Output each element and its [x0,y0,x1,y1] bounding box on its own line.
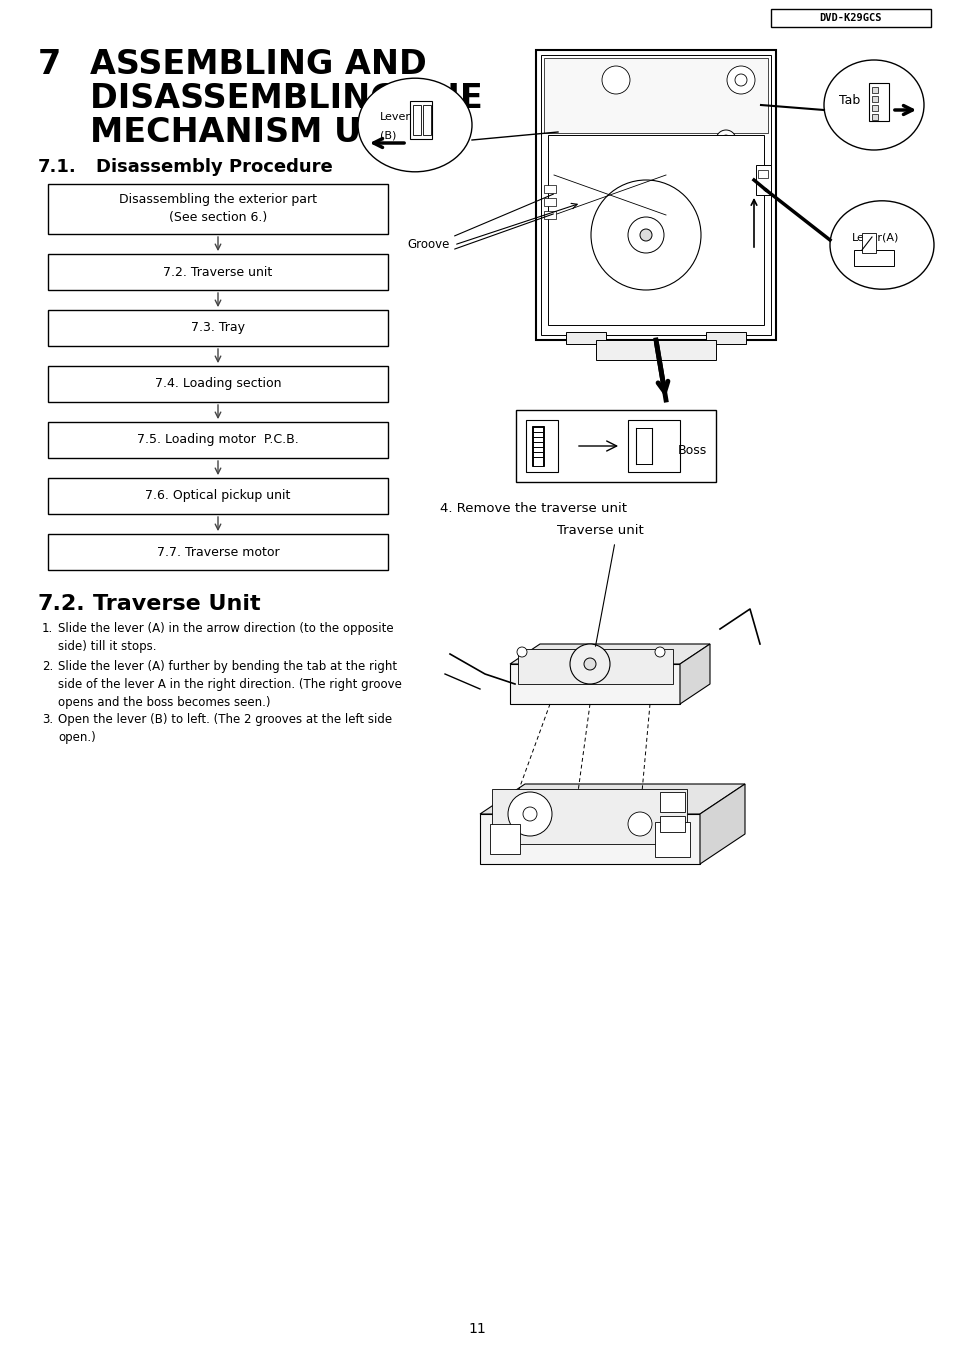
Text: 2.: 2. [42,661,53,673]
Bar [596,340,716,359]
Text: 3.: 3. [42,713,53,725]
Bar [871,96,877,101]
Text: Disassembly Procedure: Disassembly Procedure [96,158,333,176]
Bar [48,366,388,403]
Bar [627,420,679,471]
Bar [871,113,877,120]
Bar [48,184,388,234]
Circle shape [517,647,526,657]
Bar [517,648,672,684]
Text: DISASSEMBLING THE: DISASSEMBLING THE [90,82,482,115]
Bar [525,420,558,471]
Text: Traverse Unit: Traverse Unit [92,594,260,613]
Ellipse shape [829,201,933,289]
Bar [543,211,556,219]
Text: ASSEMBLING AND: ASSEMBLING AND [90,49,426,81]
Circle shape [639,230,651,240]
Bar [540,55,770,335]
Bar [565,332,605,345]
Bar [410,101,432,139]
Ellipse shape [823,59,923,150]
Circle shape [590,180,700,290]
Text: (B): (B) [379,130,395,141]
Text: 7.6. Optical pickup unit: 7.6. Optical pickup unit [145,489,291,503]
Circle shape [627,812,651,836]
Text: Lever(A): Lever(A) [851,232,899,242]
Polygon shape [679,644,709,704]
Bar [862,232,875,253]
Circle shape [726,66,754,95]
Polygon shape [510,663,679,704]
Bar [868,82,888,122]
Text: Groove: Groove [407,239,450,251]
Bar [758,170,767,178]
Circle shape [720,135,730,145]
Text: 1.: 1. [42,621,53,635]
Text: 7.5. Loading motor  P.C.B.: 7.5. Loading motor P.C.B. [137,434,298,446]
Circle shape [734,74,746,86]
Circle shape [522,807,537,821]
Bar [536,50,775,340]
Polygon shape [479,815,700,865]
Text: 7.2. Traverse unit: 7.2. Traverse unit [163,266,273,278]
Text: 7.1.: 7.1. [38,158,76,176]
Bar [48,478,388,513]
Bar [659,792,684,812]
Circle shape [583,658,596,670]
Circle shape [569,644,609,684]
Circle shape [716,130,735,150]
Text: 11: 11 [468,1323,485,1336]
Text: 4. Remove the traverse unit: 4. Remove the traverse unit [439,503,626,515]
Bar [48,534,388,570]
Circle shape [738,153,753,168]
Bar [413,105,420,135]
Text: 7.7. Traverse motor: 7.7. Traverse motor [156,546,279,558]
Bar [755,165,770,195]
Bar [659,816,684,832]
Bar [543,199,556,205]
Bar [871,86,877,93]
Circle shape [507,792,552,836]
Bar [543,185,556,193]
Bar [636,428,651,463]
Text: MECHANISM UNIT: MECHANISM UNIT [90,116,424,149]
Bar [490,824,519,854]
Text: Lever: Lever [379,112,411,122]
Text: 7.3. Tray: 7.3. Tray [191,322,245,335]
Text: 7.4. Loading section: 7.4. Loading section [154,377,281,390]
Text: 7: 7 [38,49,61,81]
Bar [770,9,930,27]
Polygon shape [510,644,709,663]
Text: Slide the lever (A) in the arrow direction (to the opposite
side) till it stops.: Slide the lever (A) in the arrow directi… [58,621,394,653]
Text: Open the lever (B) to left. (The 2 grooves at the left side
open.): Open the lever (B) to left. (The 2 groov… [58,713,392,744]
Bar [547,135,763,326]
Polygon shape [479,784,744,815]
Bar [48,254,388,290]
Text: DVD-K29GCS: DVD-K29GCS [819,14,882,23]
Bar [853,250,893,266]
Text: Disassembling the exterior part
(See section 6.): Disassembling the exterior part (See sec… [119,193,316,224]
Text: Slide the lever (A) further by bending the tab at the right
side of the lever A : Slide the lever (A) further by bending t… [58,661,401,709]
Bar [516,409,716,482]
Bar [492,789,686,844]
Text: 7.2.: 7.2. [38,594,86,613]
Circle shape [601,66,629,95]
Polygon shape [700,784,744,865]
Bar [532,426,543,466]
Bar [48,309,388,346]
Ellipse shape [357,78,472,172]
Bar [543,58,767,132]
Circle shape [655,647,664,657]
Text: Traverse unit: Traverse unit [556,524,642,536]
Bar [871,105,877,111]
Bar [48,422,388,458]
Bar [422,105,431,135]
Text: Boss: Boss [678,443,706,457]
Circle shape [627,218,663,253]
Bar [655,821,689,857]
Bar [705,332,745,345]
Text: Tab: Tab [838,93,860,107]
